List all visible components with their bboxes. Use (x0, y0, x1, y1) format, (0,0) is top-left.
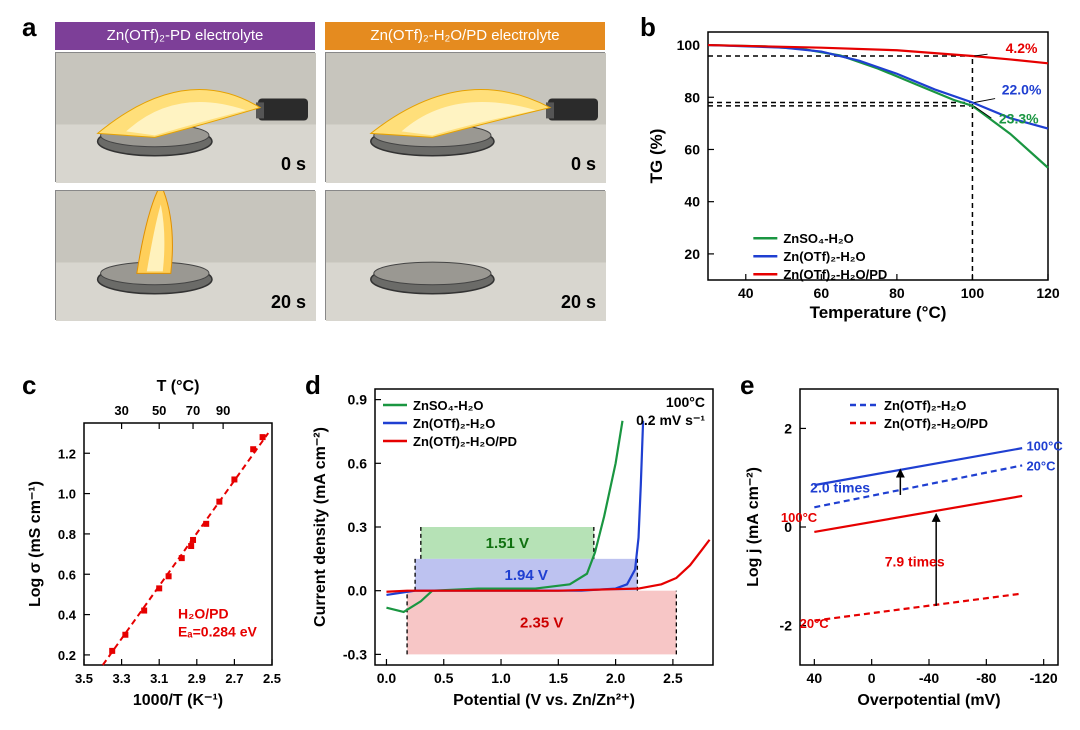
panel-a-header-1: Zn(OTf)₂-PD electrolyte (55, 22, 315, 50)
svg-text:Zn(OTf)₂-H₂O: Zn(OTf)₂-H₂O (413, 416, 495, 431)
svg-text:3.5: 3.5 (75, 671, 93, 686)
svg-text:100°C: 100°C (666, 394, 705, 410)
svg-text:120: 120 (1036, 285, 1060, 301)
svg-text:80: 80 (889, 285, 905, 301)
photo-a2-bottom: 20 s (325, 190, 605, 320)
svg-text:Zn(OTf)₂-H₂O: Zn(OTf)₂-H₂O (783, 249, 865, 264)
svg-text:1.2: 1.2 (58, 446, 76, 461)
svg-text:Zn(OTf)₂-H₂O/PD: Zn(OTf)₂-H₂O/PD (884, 416, 988, 431)
svg-text:2: 2 (784, 420, 792, 436)
svg-text:0.0: 0.0 (348, 583, 368, 599)
svg-text:3.1: 3.1 (150, 671, 168, 686)
svg-text:Zn(OTf)₂-H₂O: Zn(OTf)₂-H₂O (884, 398, 966, 413)
svg-text:40: 40 (684, 194, 700, 210)
svg-text:90: 90 (216, 403, 230, 418)
svg-text:3.3: 3.3 (113, 671, 131, 686)
svg-text:Log j (mA cm⁻²): Log j (mA cm⁻²) (745, 467, 762, 587)
panel-c-chart: 3.5 3.3 3.1 2.9 2.7 2.5 30 50 70 90 0.2 0.4 0.6 0.8 1.… (22, 375, 282, 715)
svg-text:H₂O/PD: H₂O/PD (178, 606, 229, 622)
svg-text:1000/T (K⁻¹): 1000/T (K⁻¹) (133, 692, 223, 709)
svg-text:Potential (V vs. Zn/Zn²⁺): Potential (V vs. Zn/Zn²⁺) (453, 692, 635, 709)
svg-text:-0.3: -0.3 (343, 646, 367, 662)
svg-text:100: 100 (677, 37, 701, 53)
svg-text:70: 70 (186, 403, 200, 418)
svg-text:0.0: 0.0 (377, 670, 397, 686)
svg-text:ZnSO₄-H₂O: ZnSO₄-H₂O (413, 398, 483, 413)
svg-text:2.0: 2.0 (606, 670, 626, 686)
svg-text:2.9: 2.9 (188, 671, 206, 686)
svg-text:0.4: 0.4 (58, 608, 77, 623)
svg-text:Temperature (°C): Temperature (°C) (810, 303, 947, 322)
svg-text:T (°C): T (°C) (157, 378, 200, 395)
svg-text:20°C: 20°C (1026, 458, 1056, 473)
svg-text:7.9 times: 7.9 times (885, 553, 945, 569)
panel-a-header-2: Zn(OTf)₂-H₂O/PD electrolyte (325, 22, 605, 50)
svg-text:0.3: 0.3 (348, 519, 368, 535)
svg-text:23.3%: 23.3% (999, 110, 1039, 126)
svg-text:22.0%: 22.0% (1002, 82, 1042, 98)
svg-text:100°C: 100°C (781, 510, 818, 525)
svg-text:0.6: 0.6 (58, 567, 76, 582)
svg-text:30: 30 (114, 403, 128, 418)
svg-text:60: 60 (814, 285, 830, 301)
panel-e-chart: 400-40-80-120-2022.0 times7.9 times100°C… (740, 375, 1070, 715)
svg-text:100: 100 (961, 285, 985, 301)
svg-text:4.2%: 4.2% (1006, 40, 1038, 56)
svg-text:Zn(OTf)₂-H₂O/PD: Zn(OTf)₂-H₂O/PD (783, 267, 887, 282)
svg-text:Overpotential (mV): Overpotential (mV) (857, 692, 1000, 709)
svg-text:1.94 V: 1.94 V (505, 567, 548, 584)
svg-text:ZnSO₄-H₂O: ZnSO₄-H₂O (783, 231, 853, 246)
svg-text:100°C: 100°C (1026, 439, 1063, 454)
timestamp: 0 s (281, 154, 306, 175)
svg-text:1.0: 1.0 (491, 670, 511, 686)
svg-text:40: 40 (738, 285, 754, 301)
svg-text:2.7: 2.7 (225, 671, 243, 686)
svg-text:2.35 V: 2.35 V (520, 615, 563, 632)
timestamp: 20 s (271, 292, 306, 313)
panel-b-chart: 40 60 80 100 120 20 40 60 80 100 4.2% 22.0% 23.3% ZnS… (640, 18, 1060, 328)
svg-text:1.5: 1.5 (549, 670, 569, 686)
svg-text:1.0: 1.0 (58, 487, 76, 502)
svg-text:0.8: 0.8 (58, 527, 76, 542)
svg-text:1.51 V: 1.51 V (486, 535, 529, 552)
svg-text:2.5: 2.5 (663, 670, 683, 686)
svg-text:0.9: 0.9 (348, 392, 368, 408)
svg-text:2.0 times: 2.0 times (810, 480, 870, 496)
svg-text:Log σ (mS cm⁻¹): Log σ (mS cm⁻¹) (27, 481, 44, 607)
svg-text:-2: -2 (780, 618, 793, 634)
panel-d-chart: 1.51 V 1.94 V 2.35 V 0.0 0.5 1.0 1.5 2.0 2.5 -0.3… (305, 375, 725, 715)
svg-text:-40: -40 (919, 670, 939, 686)
panel-a-label: a (22, 12, 36, 43)
photo-a2-top: 0 s (325, 52, 605, 182)
svg-text:2.5: 2.5 (263, 671, 281, 686)
svg-text:50: 50 (152, 403, 166, 418)
photo-a1-top: 0 s (55, 52, 315, 182)
svg-text:0.5: 0.5 (434, 670, 454, 686)
svg-text:80: 80 (684, 89, 700, 105)
svg-text:0.2 mV s⁻¹: 0.2 mV s⁻¹ (636, 412, 705, 428)
svg-text:-120: -120 (1030, 670, 1058, 686)
svg-text:20°C: 20°C (800, 616, 830, 631)
svg-text:-80: -80 (976, 670, 996, 686)
svg-text:40: 40 (807, 670, 823, 686)
svg-text:Current density (mA cm⁻²): Current density (mA cm⁻²) (312, 427, 329, 627)
timestamp: 20 s (561, 292, 596, 313)
svg-text:0: 0 (868, 670, 876, 686)
svg-text:60: 60 (684, 141, 700, 157)
svg-text:Zn(OTf)₂-H₂O/PD: Zn(OTf)₂-H₂O/PD (413, 434, 517, 449)
timestamp: 0 s (571, 154, 596, 175)
svg-text:0.2: 0.2 (58, 648, 76, 663)
svg-text:Eₐ=0.284 eV: Eₐ=0.284 eV (178, 624, 258, 640)
svg-text:TG (%): TG (%) (647, 129, 666, 184)
svg-text:0.6: 0.6 (348, 455, 368, 471)
photo-a1-bottom: 20 s (55, 190, 315, 320)
svg-text:20: 20 (684, 246, 700, 262)
